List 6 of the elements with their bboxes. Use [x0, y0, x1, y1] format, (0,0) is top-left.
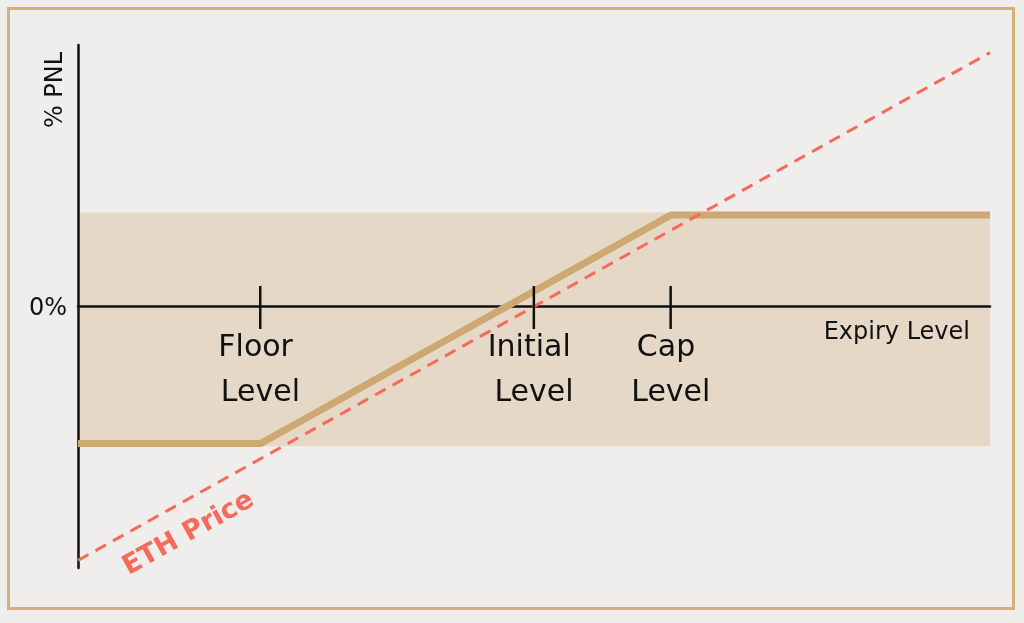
y-axis-title: % PNL	[40, 51, 68, 129]
x-tick-label: Floor Level	[218, 327, 303, 408]
x-tick-label: Initial Level	[487, 327, 581, 408]
x-tick-label: Cap Level	[631, 327, 711, 408]
text: 0%	[28, 292, 67, 321]
x-axis-title: Expiry Level	[823, 316, 970, 345]
